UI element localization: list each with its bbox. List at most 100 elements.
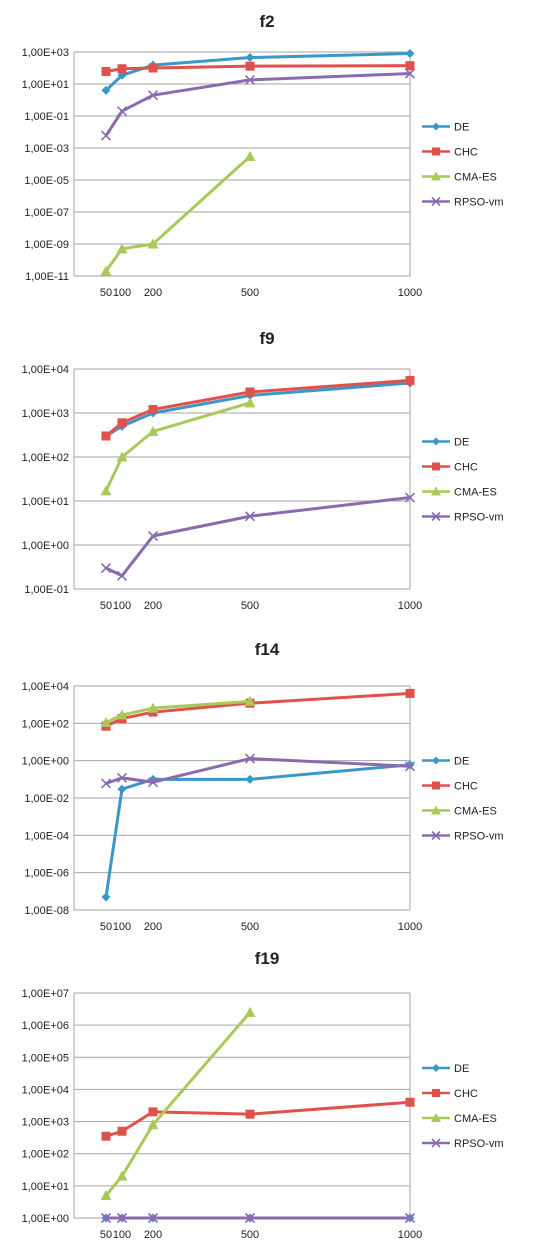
y-tick-label: 1,00E+04 — [22, 364, 69, 376]
x-tick-label: 1000 — [398, 921, 422, 933]
series-line-RPSO-vm — [106, 74, 410, 136]
legend-label: CMA-ES — [454, 1113, 497, 1125]
data-point-DE — [246, 775, 255, 784]
data-point-CHC — [406, 689, 415, 698]
y-tick-label: 1,00E+04 — [22, 681, 69, 693]
legend-item-DE: DE — [422, 437, 469, 449]
data-point-CHC — [406, 1098, 415, 1107]
legend-label: CMA-ES — [454, 172, 497, 184]
legend-label: RPSO-vm — [454, 1138, 504, 1150]
y-tick-label: 1,00E+00 — [22, 540, 69, 552]
legend-item-CMA-ES: CMA-ES — [422, 1113, 497, 1125]
data-point-DE — [118, 785, 127, 794]
chart-title: f9 — [259, 329, 274, 348]
legend-item-RPSO-vm: RPSO-vm — [422, 197, 504, 209]
data-point-DE — [406, 49, 415, 58]
legend-label: DE — [454, 756, 469, 768]
legend-item-CMA-ES: CMA-ES — [422, 487, 497, 499]
data-point-CHC — [149, 64, 158, 73]
x-tick-label: 50 — [100, 287, 112, 299]
x-tick-label: 50 — [100, 600, 112, 612]
data-point-CHC — [102, 432, 111, 441]
y-tick-label: 1,00E+03 — [22, 1117, 69, 1129]
x-tick-label: 100 — [113, 921, 131, 933]
chart-f2: f21,00E-111,00E-091,00E-071,00E-051,00E-… — [22, 12, 504, 299]
y-tick-label: 1,00E+03 — [22, 47, 69, 59]
x-tick-label: 1000 — [398, 1229, 422, 1241]
data-point-CHC — [406, 376, 415, 385]
x-tick-label: 100 — [113, 287, 131, 299]
y-tick-label: 1,00E+05 — [22, 1052, 69, 1064]
x-tick-label: 50 — [100, 1229, 112, 1241]
y-tick-label: 1,00E-07 — [24, 207, 69, 219]
y-tick-label: 1,00E-11 — [25, 271, 69, 283]
y-tick-label: 1,00E+01 — [22, 1181, 69, 1193]
data-point-CHC — [118, 418, 127, 427]
series-line-CMA-ES — [106, 403, 250, 491]
x-tick-label: 1000 — [398, 600, 422, 612]
y-tick-label: 1,00E+02 — [22, 452, 69, 464]
y-tick-label: 1,00E+01 — [22, 79, 69, 91]
x-tick-label: 500 — [241, 921, 259, 933]
chart-title: f14 — [255, 640, 280, 659]
legend-item-DE: DE — [422, 122, 469, 134]
legend-marker — [432, 438, 440, 446]
legend-label: DE — [454, 122, 469, 134]
x-tick-label: 200 — [144, 1229, 162, 1241]
legend-marker — [432, 757, 440, 765]
y-tick-label: 1,00E+06 — [22, 1020, 69, 1032]
y-tick-label: 1,00E-06 — [24, 868, 69, 880]
data-point-CHC — [246, 1110, 255, 1119]
legend-label: CHC — [454, 781, 478, 793]
y-tick-label: 1,00E-09 — [24, 239, 69, 251]
legend-label: RPSO-vm — [454, 197, 504, 209]
x-tick-label: 200 — [144, 921, 162, 933]
y-tick-label: 1,00E+07 — [22, 988, 69, 1000]
x-tick-label: 200 — [144, 287, 162, 299]
x-tick-label: 50 — [100, 921, 112, 933]
y-tick-label: 1,00E+00 — [22, 1213, 69, 1225]
x-tick-label: 200 — [144, 600, 162, 612]
y-tick-label: 1,00E-02 — [24, 793, 69, 805]
legend-item-CHC: CHC — [422, 462, 478, 474]
y-tick-label: 1,00E+02 — [22, 718, 69, 730]
legend-marker — [432, 1064, 440, 1072]
data-point-CMA-ES — [245, 1007, 256, 1017]
y-tick-label: 1,00E-05 — [24, 175, 69, 187]
legend-label: CMA-ES — [454, 487, 497, 499]
series-line-CMA-ES — [106, 1012, 250, 1195]
legend-item-CHC: CHC — [422, 781, 478, 793]
legend-item-DE: DE — [422, 756, 469, 768]
x-tick-label: 500 — [241, 1229, 259, 1241]
y-tick-label: 1,00E+04 — [22, 1084, 69, 1096]
data-point-CMA-ES — [245, 397, 256, 407]
data-point-CHC — [118, 1127, 127, 1136]
y-tick-label: 1,00E-01 — [24, 111, 69, 123]
legend-label: RPSO-vm — [454, 512, 504, 524]
chart-f9: f9 1,00E-01 1,00E+00 1,00E+01 1,00E+02 1,00E+… — [22, 329, 504, 612]
legend-item-RPSO-vm: RPSO-vm — [422, 512, 504, 524]
chart-title: f19 — [255, 949, 280, 968]
legend-marker — [432, 463, 440, 471]
data-point-CMA-ES — [101, 485, 112, 495]
legend-label: DE — [454, 437, 469, 449]
y-tick-label: 1,00E-03 — [24, 143, 69, 155]
legend-item-DE: DE — [422, 1063, 469, 1075]
legend-label: CHC — [454, 147, 478, 159]
legend-item-RPSO-vm: RPSO-vm — [422, 1138, 504, 1150]
series-line-CMA-ES — [106, 156, 250, 271]
legend-marker — [432, 782, 440, 790]
y-tick-label: 1,00E-08 — [24, 905, 69, 917]
legend-label: CHC — [454, 462, 478, 474]
data-point-CHC — [102, 67, 111, 76]
legend-label: CMA-ES — [454, 806, 497, 818]
data-point-CHC — [149, 1107, 158, 1116]
x-tick-label: 1000 — [398, 287, 422, 299]
data-point-CHC — [118, 64, 127, 73]
y-tick-label: 1,00E+01 — [22, 496, 69, 508]
x-tick-label: 100 — [113, 600, 131, 612]
data-point-CHC — [102, 1132, 111, 1141]
legend-item-RPSO-vm: RPSO-vm — [422, 831, 504, 843]
chart-f19: f191,00E+001,00E+011,00E+021,00E+031,00E… — [22, 949, 504, 1241]
